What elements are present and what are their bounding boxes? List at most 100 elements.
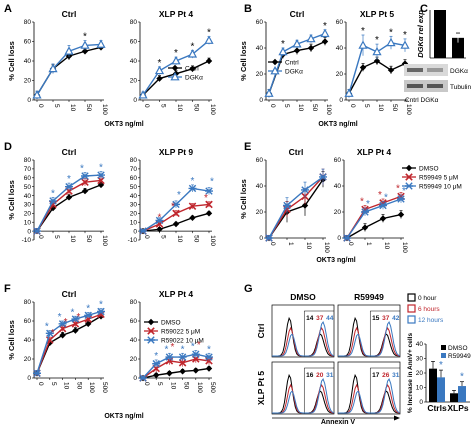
- data-point-s2: [372, 46, 382, 56]
- legend-label: R59949: [448, 353, 471, 360]
- x-tick-label: 100: [405, 104, 412, 115]
- data-point-s3: [172, 200, 180, 209]
- data-point-s3: [139, 227, 147, 235]
- x-tick-label: 100: [196, 382, 203, 393]
- x-tick-label: 5: [50, 382, 57, 386]
- x-tick-label: 0: [143, 104, 150, 108]
- data-point-s1: [172, 220, 180, 228]
- histogram-frame: [337, 361, 401, 415]
- chart-title: Ctrl: [62, 289, 77, 299]
- significance-star: *: [402, 186, 406, 197]
- data-point-s3: [379, 201, 387, 210]
- y-tick-label: 10: [416, 385, 424, 392]
- x-tick-label: 10: [176, 104, 183, 112]
- legend-label: R59022 5 μM: [161, 328, 200, 335]
- y-tick-label: 80: [130, 299, 138, 306]
- x-tick-label: 10: [305, 242, 312, 250]
- y-tick-label: 0: [337, 235, 341, 242]
- x-tick-label: 500: [101, 382, 108, 393]
- data-point-s2: [32, 90, 42, 99]
- data-point-s2: [292, 39, 302, 48]
- gate-percent: 37: [316, 315, 324, 322]
- x-tick-label: 5: [283, 104, 290, 108]
- bar-Cntrl: [434, 10, 446, 58]
- series-line-s1: [142, 367, 210, 379]
- chart-A-ctrl: 0 20 40 60 80 0 5 10 50 100 Ctrl % Cell loss *: [7, 9, 108, 115]
- data-point-s2: [278, 46, 288, 56]
- significance-star: *: [51, 328, 55, 339]
- data-point-s1: [189, 214, 196, 221]
- series-line-s3: [268, 176, 324, 239]
- significance-star: *: [361, 26, 365, 37]
- y-tick-label: 20: [130, 356, 138, 363]
- x-tick-label: 50: [311, 104, 318, 112]
- histogram-curve-h12: [338, 321, 401, 357]
- chart-title: XLP Pt 4: [159, 289, 194, 299]
- data-point-s3: [84, 311, 93, 319]
- series-line-s2: [268, 176, 324, 239]
- y-tick-label: 20: [256, 209, 264, 216]
- data-point-s2: [172, 209, 180, 218]
- legend-label: DMSO: [419, 165, 439, 172]
- significance-star: *: [360, 197, 364, 208]
- chart-E-ctrl: 0 20 40 60 0 1 10 100 Ctrl % Cell loss: [239, 147, 330, 253]
- data-point-s1: [401, 60, 409, 67]
- x-axis-label: OKT3 ng/ml: [318, 121, 357, 128]
- chart-title: Ctrl: [62, 9, 77, 19]
- data-point-s3: [97, 307, 105, 316]
- y-tick-label: 0: [419, 399, 423, 406]
- y-tick-label: 0: [259, 235, 263, 242]
- histogram-frame: [271, 304, 335, 358]
- y-tick-label: 40: [24, 337, 32, 344]
- y-tick-label: 20: [130, 78, 138, 85]
- y-tick-label: 0: [133, 228, 137, 235]
- data-point-s3: [71, 315, 80, 323]
- x-tick-label: 5: [160, 104, 167, 108]
- data-point-s3: [319, 173, 327, 181]
- bar-s1: [450, 393, 458, 402]
- x-tick-label: 0: [347, 242, 354, 246]
- x-tick-label: 5: [53, 104, 60, 108]
- x-tick-label: 1: [365, 242, 372, 246]
- y-tick-label: 40: [130, 337, 138, 344]
- significance-star: *: [366, 199, 370, 210]
- significance-star: *: [403, 30, 407, 41]
- y-tick-label: 30: [416, 356, 424, 363]
- x-tick-label: 10: [69, 104, 76, 112]
- data-point-s2: [320, 28, 330, 38]
- x-tick-label: 50: [193, 235, 200, 243]
- histogram-2: 15 37 42: [337, 304, 401, 358]
- x-tick-label: 100: [101, 104, 108, 115]
- significance-star: *: [80, 163, 84, 174]
- blot-lane-labels: Cntrl DGKα: [405, 97, 439, 104]
- y-tick-label: 40: [336, 45, 344, 52]
- data-point-s3: [191, 350, 200, 358]
- series-line-s1: [36, 315, 102, 374]
- significance-star: *: [51, 188, 55, 199]
- y-tick-label: 20: [334, 209, 342, 216]
- bar-s2: [458, 386, 466, 402]
- x-tick-label: 100: [325, 104, 332, 115]
- y-tick-label: 80: [130, 157, 138, 164]
- row-title: XLP Pt 5: [256, 371, 266, 406]
- x-tick-label: 10: [377, 104, 384, 112]
- data-point-s3: [49, 197, 57, 205]
- column-title: R59949: [354, 292, 384, 302]
- legend-label: Cntrl: [285, 59, 299, 66]
- data-point-s1: [192, 367, 199, 374]
- legend-label: 6 hours: [418, 306, 440, 313]
- data-point-s1: [205, 57, 213, 65]
- data-point-s1: [179, 368, 186, 375]
- y-tick-label: 0: [259, 97, 263, 104]
- histogram-3: 16 20 31: [271, 361, 335, 415]
- gate-percent: 15: [372, 315, 380, 322]
- x-tick-label: 10: [176, 235, 183, 243]
- legend-marker: [405, 182, 413, 190]
- x-tick-label: 0: [143, 235, 150, 239]
- y-tick-label: 40: [24, 58, 32, 65]
- gate-percent: 20: [316, 372, 324, 379]
- y-tick-label: 40: [256, 183, 264, 190]
- data-point-s3: [265, 234, 273, 242]
